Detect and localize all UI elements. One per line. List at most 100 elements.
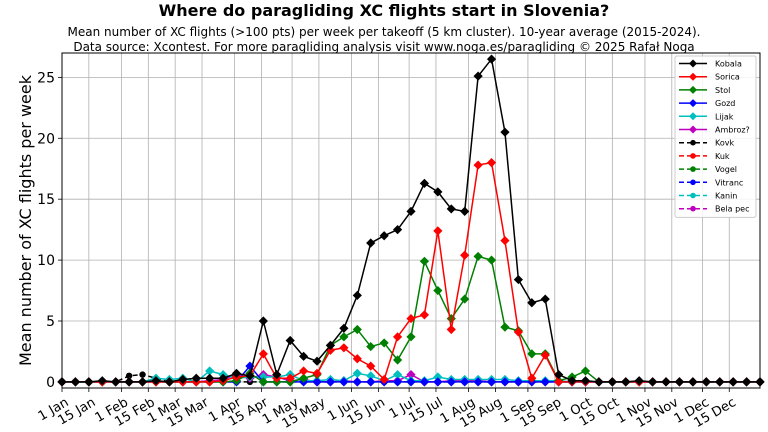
data-point <box>486 54 497 64</box>
series-kobala <box>57 54 765 387</box>
data-point <box>312 368 322 378</box>
data-point <box>205 366 215 376</box>
data-point <box>231 368 242 378</box>
data-point <box>473 160 483 170</box>
data-point <box>258 377 268 387</box>
data-point <box>258 349 268 359</box>
data-point <box>500 322 510 332</box>
data-point <box>406 370 416 380</box>
data-point <box>178 374 188 385</box>
legend-marker <box>690 179 696 186</box>
data-point <box>433 372 443 382</box>
data-point <box>419 377 430 387</box>
data-point <box>446 204 456 214</box>
data-point <box>312 377 322 387</box>
data-point <box>513 274 523 285</box>
data-point <box>379 338 389 348</box>
data-point <box>527 373 537 383</box>
data-point <box>567 376 577 386</box>
data-point <box>352 354 362 364</box>
data-point <box>339 323 349 333</box>
data-point <box>84 377 94 387</box>
data-point <box>728 377 738 387</box>
legend-label: Kuk <box>715 152 730 161</box>
data-point <box>594 377 604 387</box>
data-point <box>406 332 416 342</box>
data-point <box>312 356 322 366</box>
data-point <box>218 373 228 383</box>
data-point <box>139 371 146 378</box>
data-point <box>299 351 309 361</box>
data-point <box>580 366 591 376</box>
legend-marker <box>690 192 696 199</box>
data-point <box>339 377 349 387</box>
data-point <box>245 361 255 371</box>
data-point <box>607 377 617 387</box>
y-tick-label: 15 <box>37 192 55 208</box>
data-point <box>164 377 174 387</box>
data-point <box>715 377 725 387</box>
data-point <box>125 372 133 380</box>
data-point <box>473 71 483 81</box>
data-point <box>433 226 443 236</box>
data-point <box>352 368 362 378</box>
legend: Kobala Sorica Stol Gozd Lijak Ambroz? Kovk Kuk V… <box>674 55 757 218</box>
plot-frame <box>61 52 761 389</box>
data-point <box>513 327 523 337</box>
legend-label: Ambroz? <box>715 126 750 135</box>
legend-marker <box>690 166 696 172</box>
y-tick-label: 10 <box>37 253 55 269</box>
data-point <box>460 206 470 216</box>
data-point <box>540 294 550 304</box>
data-point <box>634 376 644 386</box>
data-point <box>460 250 470 260</box>
legend-marker <box>689 112 697 121</box>
data-point <box>299 366 309 376</box>
data-point <box>446 324 456 335</box>
data-point <box>621 377 631 387</box>
legend-label: Kovk <box>715 139 734 148</box>
data-point <box>352 290 362 301</box>
data-point <box>205 373 215 383</box>
data-point <box>500 127 510 137</box>
data-point <box>540 377 550 387</box>
legend-marker <box>689 99 697 108</box>
legend-label: Vitranc <box>715 178 743 187</box>
legend-marker <box>690 205 696 212</box>
data-point <box>433 377 443 387</box>
data-point <box>97 376 107 386</box>
legend-marker <box>690 153 696 159</box>
data-point <box>473 251 483 262</box>
data-point <box>486 377 497 387</box>
data-point <box>366 371 376 381</box>
data-point <box>661 377 671 387</box>
data-point <box>554 377 564 387</box>
data-point <box>151 376 161 386</box>
data-point <box>285 373 295 383</box>
legend-label: Gozd <box>715 99 735 108</box>
plot-area <box>62 53 760 388</box>
chart-subtitle: Mean number of XC flights (>100 pts) per… <box>67 25 701 39</box>
legend-box <box>674 55 757 218</box>
data-point <box>352 324 362 335</box>
data-point <box>325 340 336 350</box>
legend-label: Kobala <box>715 60 742 69</box>
legend-label: Lijak <box>715 112 734 121</box>
data-point <box>406 206 416 216</box>
legend-marker <box>689 125 697 134</box>
y-tick-label: 20 <box>37 131 55 147</box>
data-point <box>741 377 752 387</box>
data-point <box>366 238 376 248</box>
data-point <box>580 376 591 386</box>
data-point <box>473 377 483 387</box>
data-point <box>406 377 416 387</box>
data-point <box>258 372 268 382</box>
legend-label: Kanin <box>715 192 737 201</box>
data-point <box>527 349 537 359</box>
y-axis-label: Mean number of XC flights per week <box>16 74 35 366</box>
data-point <box>245 371 255 381</box>
legend-marker <box>690 139 696 146</box>
data-point <box>191 373 201 383</box>
y-tick-label: 5 <box>46 314 55 330</box>
